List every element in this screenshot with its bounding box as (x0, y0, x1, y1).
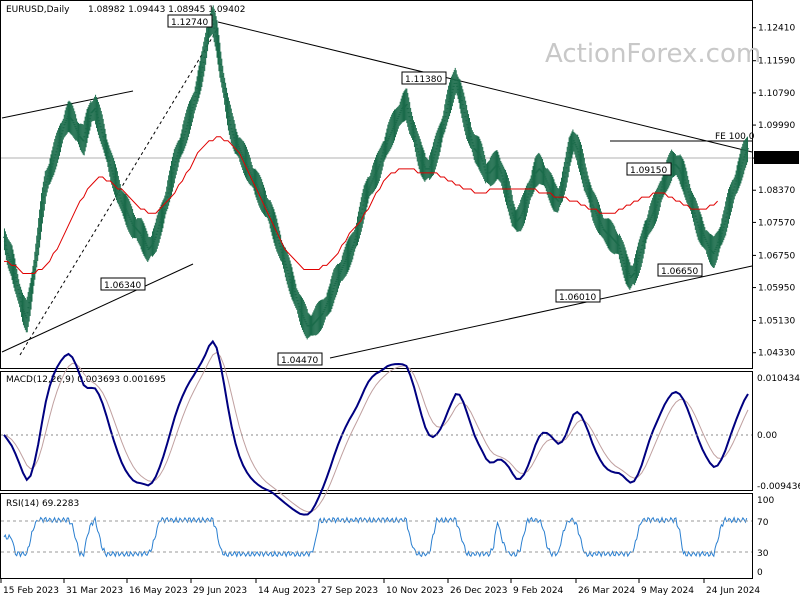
price-bar (746, 136, 750, 163)
date-tick-label: 29 Jun 2023 (193, 586, 247, 596)
price-tick-label: 1.04330 (758, 349, 795, 359)
level-annotations: 1.12740 1.11380 1.09150 1.06340 1.06650 … (100, 14, 703, 366)
annotation-1.06010: 1.06010 (555, 289, 601, 303)
macd-tick-top: 0.010434 (757, 374, 800, 384)
svg-text:1.06340: 1.06340 (104, 281, 141, 291)
date-tick-label: 14 Aug 2023 (258, 586, 316, 596)
price-tick-label: 1.05950 (758, 284, 795, 294)
date-axis: 15 Feb 2023 31 Mar 2023 16 May 2023 29 Jun … (0, 579, 760, 596)
svg-text:1.09402: 1.09402 (757, 154, 794, 164)
rsi-panel (0, 493, 753, 579)
svg-text:1.06650: 1.06650 (661, 267, 698, 277)
trendline-dotted (19, 27, 219, 356)
price-tick-label: 1.11590 (758, 57, 795, 67)
watermark: ActionForex.com (545, 39, 761, 69)
date-tick-label: 9 May 2024 (641, 586, 694, 596)
macd-tick-zero: 0.00 (757, 431, 777, 441)
annotation-1.12740: 1.12740 (167, 14, 213, 28)
date-tick-label: 16 May 2023 (129, 586, 188, 596)
rsi-tick-0: 0 (757, 568, 763, 578)
svg-text:1.11380: 1.11380 (405, 75, 442, 85)
ohlc-label: 1.08982 1.09443 1.08945 1.09402 (88, 5, 245, 15)
price-tick-label: 1.08370 (758, 186, 795, 196)
price-bars (2, 5, 750, 340)
rsi-label: RSI(14) 69.2283 (6, 499, 79, 509)
date-tick-label: 9 Feb 2024 (513, 586, 564, 596)
price-axis: 1.124101.115901.107901.099901.091701.083… (752, 24, 795, 359)
annotation-1.04470: 1.04470 (277, 352, 323, 366)
svg-text:1.06010: 1.06010 (559, 293, 596, 303)
trendline-lower-wedge (329, 265, 753, 359)
rsi-tick-100: 100 (757, 496, 774, 506)
svg-text:1.12740: 1.12740 (171, 18, 208, 28)
price-tick-label: 1.05130 (758, 317, 795, 327)
price-tick-label: 1.12410 (758, 24, 795, 34)
date-tick-label: 10 Nov 2023 (386, 586, 444, 596)
macd-label: MACD(12,26,9) 0.003693 0.001695 (6, 375, 166, 385)
date-tick-label: 26 Mar 2024 (578, 586, 635, 596)
rsi-axis: 100 70 30 0 (757, 496, 774, 578)
price-tick-label: 1.07570 (758, 218, 795, 228)
trendline-upper-wedge (217, 21, 753, 153)
price-tick-label: 1.10790 (758, 89, 795, 99)
svg-text:1.04470: 1.04470 (281, 356, 318, 366)
date-tick-label: 31 Mar 2023 (66, 586, 123, 596)
macd-tick-bottom: -0.009436 (757, 482, 800, 492)
date-tick-label: 27 Sep 2023 (321, 586, 378, 596)
date-tick-label: 24 Jun 2024 (706, 586, 760, 596)
rsi-tick-70: 70 (757, 518, 769, 528)
macd-axis: 0.010434 0.00 -0.009436 (757, 374, 800, 492)
price-tick-label: 1.06750 (758, 251, 795, 261)
annotation-1.06340: 1.06340 (100, 277, 146, 291)
fe-label: FE 100.0 (715, 132, 755, 142)
macd-main-line (3, 339, 749, 516)
annotation-1.06650: 1.06650 (657, 263, 703, 277)
moving-average-line (4, 136, 718, 274)
trendline-lower-left (1, 263, 194, 353)
price-tick-label: 1.09990 (758, 121, 795, 131)
annotation-1.09150: 1.09150 (626, 162, 672, 176)
symbol-label: EURUSD,Daily (6, 5, 70, 15)
last-price-box: 1.09402 (754, 151, 799, 164)
macd-signal-line (3, 351, 749, 513)
date-tick-label: 26 Dec 2023 (450, 586, 508, 596)
annotation-1.11380: 1.11380 (401, 71, 447, 85)
svg-text:1.09150: 1.09150 (630, 166, 667, 176)
macd-lines (3, 339, 749, 516)
rsi-tick-30: 30 (757, 549, 769, 559)
trendlines (1, 21, 753, 359)
date-tick-label: 15 Feb 2023 (3, 586, 59, 596)
